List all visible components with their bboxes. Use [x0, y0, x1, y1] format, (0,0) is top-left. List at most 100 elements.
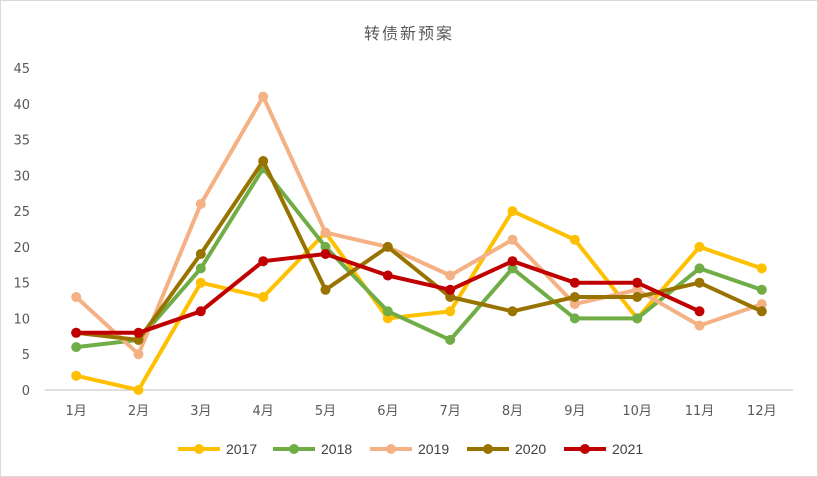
y-tick-label: 10: [13, 312, 30, 327]
x-axis-ticks: 1月 2月 3月 4月 5月 6月 7月 8月 9月 10月 11月 12月: [66, 404, 777, 419]
series-2021: [71, 249, 705, 338]
data-point: [382, 270, 393, 281]
x-tick-label: 9月: [564, 404, 585, 419]
data-point: [71, 342, 82, 353]
y-tick-label: 40: [13, 98, 30, 113]
data-point: [445, 292, 456, 302]
data-point: [507, 306, 518, 317]
series-layer: [71, 91, 767, 395]
data-point: [507, 256, 518, 267]
data-point: [320, 241, 331, 252]
data-point: [569, 299, 580, 310]
series-line: [74, 159, 764, 342]
legend-item: 2019: [370, 441, 449, 457]
data-point: [632, 313, 643, 324]
data-point: [756, 299, 767, 310]
x-tick-label: 7月: [440, 404, 461, 419]
data-point: [756, 263, 767, 274]
y-tick-label: 45: [13, 62, 30, 77]
data-point: [445, 284, 456, 295]
data-point: [320, 284, 331, 295]
legend-swatch-marker: [483, 444, 493, 454]
data-point: [258, 156, 269, 166]
x-tick-label: 8月: [502, 404, 523, 419]
data-point: [133, 334, 144, 345]
data-point: [445, 334, 456, 345]
data-point: [569, 234, 580, 245]
x-tick-label: 10月: [622, 404, 652, 419]
x-tick-label: 12月: [747, 404, 777, 419]
legend-label: 2018: [321, 441, 352, 457]
legend-label: 2020: [515, 441, 546, 457]
y-tick-label: 30: [13, 169, 30, 184]
data-point: [569, 292, 580, 302]
legend-swatch-marker: [194, 444, 204, 454]
y-tick-label: 25: [13, 205, 30, 220]
x-tick-label: 3月: [190, 404, 211, 419]
data-point: [445, 270, 456, 281]
legend-item: 2020: [467, 441, 546, 457]
data-point: [632, 292, 643, 302]
data-point: [382, 306, 393, 317]
x-tick-label: 6月: [377, 404, 398, 419]
data-point: [569, 277, 580, 288]
data-point: [445, 306, 456, 317]
data-point: [694, 263, 705, 274]
data-point: [694, 320, 705, 331]
data-point: [71, 292, 82, 302]
legend-item: 2017: [178, 441, 257, 457]
y-tick-label: 15: [13, 277, 30, 292]
legend-swatch-marker: [386, 444, 396, 454]
legend-swatch-marker: [580, 444, 590, 454]
legend: 2017 2018 2019 2020 2021: [178, 441, 643, 457]
data-point: [507, 206, 518, 217]
series-line: [74, 166, 764, 350]
data-point: [382, 313, 393, 324]
data-point: [258, 292, 269, 302]
data-point: [507, 263, 518, 274]
data-point: [195, 199, 206, 209]
legend-label: 2017: [226, 441, 257, 457]
data-point: [71, 370, 82, 381]
legend-label: 2021: [612, 441, 643, 457]
data-point: [507, 234, 518, 245]
data-point: [756, 284, 767, 295]
x-tick-label: 4月: [253, 404, 274, 419]
data-point: [71, 327, 82, 338]
x-tick-label: 1月: [66, 404, 87, 419]
data-point: [320, 227, 331, 238]
y-tick-label: 35: [13, 134, 30, 149]
data-point: [133, 349, 144, 360]
data-point: [756, 306, 767, 317]
data-point: [133, 327, 144, 338]
data-point: [195, 306, 206, 317]
series-2018: [71, 163, 767, 353]
data-point: [195, 249, 206, 259]
y-tick-label: 20: [13, 241, 30, 256]
data-point: [694, 306, 705, 317]
y-axis-ticks: 0 5 10 15 20 25 30 35 40 45: [13, 62, 30, 399]
data-point: [133, 385, 144, 395]
data-point: [632, 284, 643, 295]
data-point: [382, 241, 393, 252]
y-tick-label: 5: [22, 348, 30, 363]
data-point: [195, 277, 206, 288]
series-line: [74, 209, 764, 392]
data-point: [694, 241, 705, 252]
data-point: [569, 313, 580, 324]
legend-item: 2018: [273, 441, 352, 457]
x-tick-label: 11月: [685, 404, 715, 419]
chart-title: 转债新预案: [363, 24, 454, 43]
data-point: [195, 263, 206, 274]
y-tick-label: 0: [22, 384, 30, 399]
legend-swatch-marker: [289, 444, 299, 454]
x-tick-label: 2月: [128, 404, 149, 419]
data-point: [258, 91, 269, 102]
legend-item: 2021: [564, 441, 643, 457]
legend-label: 2019: [418, 441, 449, 457]
x-tick-label: 5月: [315, 404, 336, 419]
data-point: [258, 256, 269, 267]
data-point: [694, 277, 705, 288]
